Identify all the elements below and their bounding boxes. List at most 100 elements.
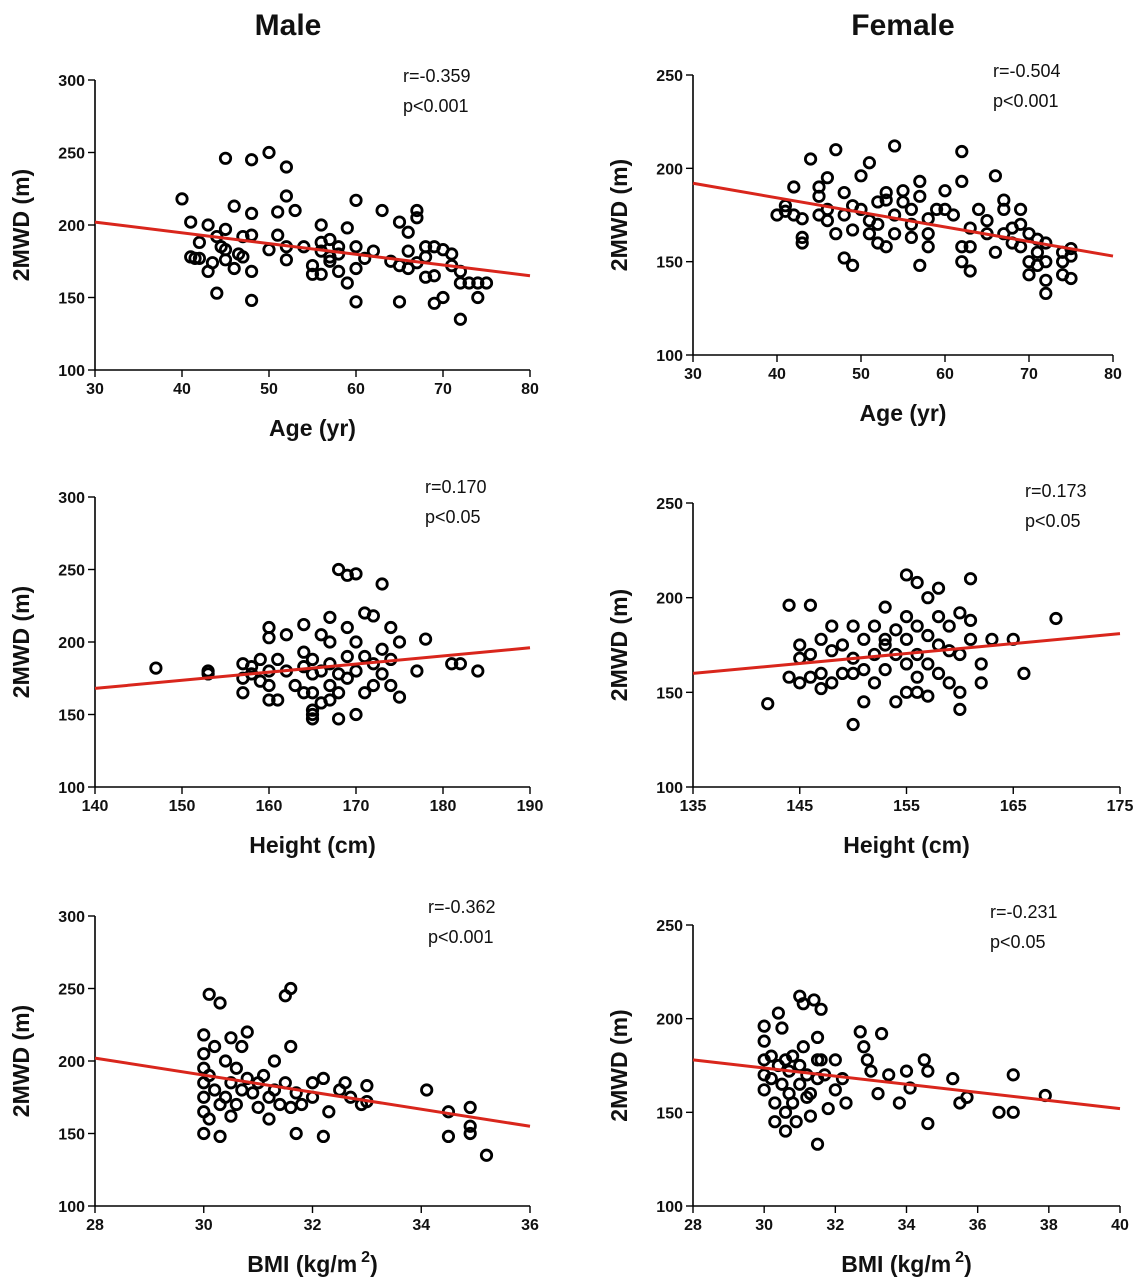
p-value-label: p<0.05: [425, 507, 481, 527]
data-point: [931, 609, 946, 624]
data-point: [992, 1105, 1006, 1119]
data-point: [245, 293, 259, 307]
y-axis-title: 2MWD (m): [8, 1005, 34, 1117]
x-tick-label: 50: [852, 366, 870, 383]
data-point: [279, 253, 293, 267]
data-point: [305, 712, 320, 726]
data-point: [297, 660, 311, 674]
data-point: [305, 652, 320, 667]
y-tick-label: 100: [656, 348, 683, 365]
data-point: [778, 1124, 793, 1138]
data-point: [795, 236, 809, 250]
x-tick-label: 32: [826, 1217, 844, 1234]
data-point: [235, 1039, 249, 1054]
data-point: [835, 638, 850, 652]
p-value-label: p<0.05: [990, 932, 1046, 952]
data-point: [227, 261, 241, 276]
data-point: [814, 666, 828, 681]
data-point: [878, 600, 892, 614]
x-tick-label: 80: [521, 381, 539, 398]
x-axis-title-end: ): [964, 1251, 972, 1277]
data-point: [887, 227, 902, 241]
scatter-panel-4: 100 150 200 250 135 145 155 165 175 Height (cm) 2M…: [606, 481, 1133, 858]
x-tick-label: 140: [82, 798, 109, 815]
data-point: [288, 203, 302, 218]
data-point: [887, 208, 902, 222]
y-tick-label: 300: [58, 73, 85, 90]
y-axis-title: 2MWD (m): [8, 586, 34, 698]
data-point: [463, 1119, 477, 1133]
data-point: [899, 1064, 914, 1078]
data-point: [768, 1115, 782, 1129]
data-point: [814, 632, 828, 646]
x-tick-label: 40: [768, 366, 786, 383]
x-tick-label: 155: [893, 798, 920, 815]
y-tick-label: 100: [656, 1199, 683, 1216]
data-point: [340, 671, 354, 685]
data-point: [887, 139, 902, 153]
data-point: [1013, 217, 1028, 231]
data-point: [782, 598, 796, 612]
data-point: [224, 1109, 238, 1123]
data-point: [942, 619, 956, 633]
data-point: [236, 250, 250, 264]
data-point: [338, 1076, 352, 1090]
data-point: [236, 686, 250, 700]
data-point: [471, 276, 485, 290]
x-tick-label: 165: [1000, 798, 1027, 815]
data-point: [271, 693, 285, 707]
data-point: [410, 211, 424, 225]
data-point: [904, 217, 919, 231]
data-point: [314, 696, 328, 710]
data-point: [331, 264, 346, 278]
y-tick-label: 300: [58, 909, 85, 926]
data-point: [786, 1096, 800, 1110]
data-point: [787, 180, 801, 194]
data-point: [202, 1112, 216, 1126]
data-point: [775, 1077, 789, 1091]
y-tick-label: 200: [656, 161, 683, 178]
data-point: [392, 690, 407, 704]
data-point: [229, 1097, 243, 1112]
data-point: [366, 609, 380, 623]
data-point: [316, 1129, 330, 1144]
data-point: [757, 1034, 771, 1048]
data-point: [453, 657, 467, 671]
data-point: [436, 290, 450, 305]
data-point: [297, 617, 311, 632]
data-point: [401, 225, 415, 239]
data-point: [349, 635, 363, 649]
data-point: [392, 215, 407, 229]
data-point: [963, 264, 977, 278]
x-tick-label: 180: [430, 798, 457, 815]
data-point: [1022, 268, 1036, 282]
data-point: [445, 247, 459, 261]
data-point: [218, 151, 233, 165]
scatter-panel-2: 100 150 200 250 30 40 50 60 70 80 Age (yr) 2MWD (m)…: [606, 61, 1122, 426]
data-point: [1064, 249, 1078, 263]
data-point: [305, 1076, 320, 1090]
x-tick-label: 36: [969, 1217, 987, 1234]
data-point: [1006, 1105, 1020, 1119]
data-point: [323, 232, 337, 247]
data-point: [814, 681, 828, 696]
data-point: [854, 202, 868, 216]
data-point: [349, 664, 363, 678]
x-tick-label: 60: [936, 366, 954, 383]
data-point: [846, 619, 860, 633]
data-point: [213, 996, 227, 1010]
data-point: [284, 1039, 298, 1054]
data-point: [874, 1027, 889, 1041]
data-point: [305, 703, 320, 717]
data-point: [279, 628, 293, 642]
data-point: [896, 195, 910, 209]
data-point: [240, 1071, 254, 1086]
data-point: [188, 251, 202, 265]
y-tick-label: 250: [58, 146, 85, 163]
regression-line: [94, 220, 531, 278]
data-point: [271, 652, 285, 667]
x-tick-label: 30: [86, 381, 104, 398]
data-point: [953, 606, 967, 620]
data-point: [793, 1058, 807, 1073]
